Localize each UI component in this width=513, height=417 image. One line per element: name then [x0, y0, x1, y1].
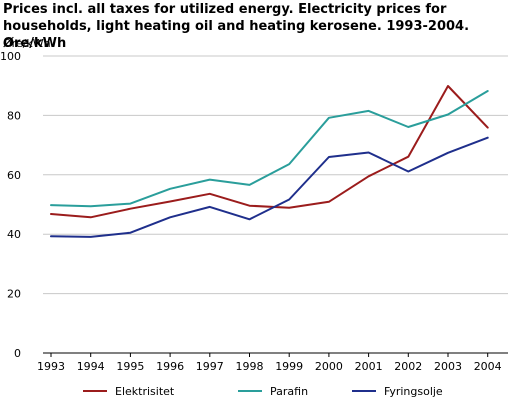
- y-tick-label: 80: [7, 109, 21, 122]
- series-line-parafin: [50, 90, 489, 208]
- series-line-fyringsolje: [50, 136, 489, 238]
- y-axis-label: Øre/kWh: [3, 37, 51, 50]
- x-tick-label: 1995: [116, 360, 144, 373]
- y-tick-label: 100: [0, 50, 21, 63]
- y-tick-label: 60: [7, 169, 21, 182]
- x-tick-label: 1994: [77, 360, 105, 373]
- legend-label-fyringsolje: Fyringsolje: [384, 385, 443, 398]
- x-tick-label: 1997: [196, 360, 224, 373]
- legend-label-parafin: Parafin: [270, 385, 308, 398]
- series-line-elektrisitet: [50, 85, 489, 219]
- x-tick-label: 1999: [275, 360, 303, 373]
- y-tick-label: 20: [7, 288, 21, 301]
- x-tick-label: 2000: [315, 360, 343, 373]
- x-tick-label: 2004: [474, 360, 502, 373]
- y-tick-label: 40: [7, 228, 21, 241]
- x-tick-label: 1998: [236, 360, 264, 373]
- legend-label-elektrisitet: Elektrisitet: [115, 385, 175, 398]
- y-tick-label: 0: [14, 347, 21, 360]
- x-tick-label: 2003: [434, 360, 462, 373]
- chart-title: Prices incl. all taxes for utilized ener…: [3, 2, 470, 51]
- x-tick-label: 2001: [355, 360, 383, 373]
- x-tick-label: 1993: [37, 360, 65, 373]
- x-tick-label: 2002: [394, 360, 422, 373]
- x-tick-label: 1996: [156, 360, 184, 373]
